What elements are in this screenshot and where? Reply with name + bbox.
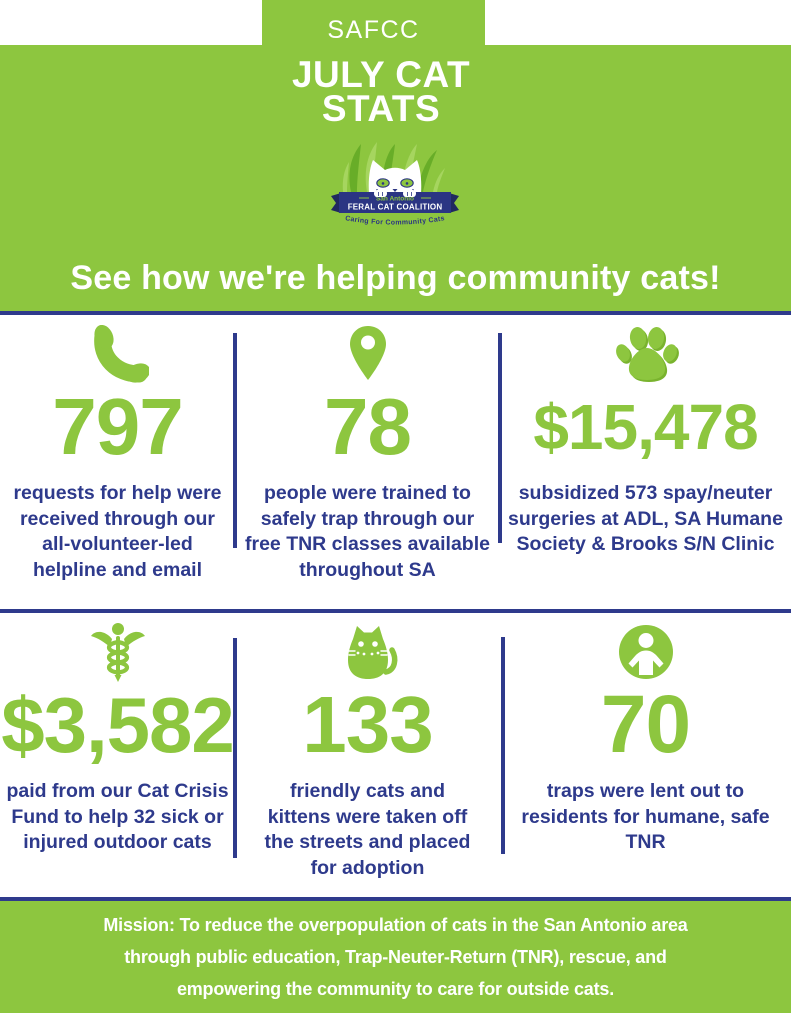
divider-bottom bbox=[0, 897, 791, 901]
row1-divider-right bbox=[498, 333, 502, 543]
stat-description: traps were lent out to residents for hum… bbox=[521, 780, 770, 853]
stat-description: paid from our Cat Crisis Fund to help 32… bbox=[6, 780, 229, 853]
safcc-logo-graphic: San Antonio FERAL CAT COALITION Caring F… bbox=[331, 142, 459, 227]
stat-value: 78 bbox=[324, 382, 412, 471]
stat-description: subsidized 573 spay/neuter surgeries at … bbox=[508, 482, 783, 555]
stat-value: 133 bbox=[302, 680, 433, 769]
stat-trap-lending: 70 traps were lent out to residents for … bbox=[500, 613, 791, 897]
location-pin-icon bbox=[348, 324, 388, 384]
logo-name-label: FERAL CAT COALITION bbox=[348, 203, 443, 212]
stats-row-2: $3,582 paid from our Cat Crisis Fund to … bbox=[0, 613, 791, 897]
stat-value: $3,582 bbox=[1, 681, 235, 769]
mission-footer: Mission: To reduce the overpopulation of… bbox=[0, 901, 791, 1013]
cat-icon bbox=[336, 622, 400, 682]
logo-city-label: San Antonio bbox=[376, 196, 414, 203]
stat-description: friendly cats and kittens were taken off… bbox=[264, 780, 471, 879]
header-band: JULY CAT STATS bbox=[0, 45, 791, 311]
stat-helpline: 797 requests for help were received thro… bbox=[0, 315, 235, 609]
caduceus-icon bbox=[90, 622, 146, 682]
stat-tnr-classes: 78 people were trained to safely trap th… bbox=[235, 315, 500, 609]
divider-top bbox=[0, 311, 791, 315]
stat-value: 797 bbox=[52, 382, 183, 471]
header-org-box: SAFCC bbox=[262, 0, 485, 46]
stat-value: 70 bbox=[600, 679, 691, 770]
person-icon bbox=[618, 622, 674, 682]
page-title: JULY CAT STATS bbox=[291, 54, 471, 129]
logo-motto: Caring For Community Cats bbox=[345, 215, 446, 226]
stat-adoptions: 133 friendly cats and kittens were taken… bbox=[235, 613, 500, 897]
stats-row-1: 797 requests for help were received thro… bbox=[0, 315, 791, 609]
logo-banner: San Antonio FERAL CAT COALITION bbox=[331, 190, 459, 213]
stat-cat-crisis-fund: $3,582 paid from our Cat Crisis Fund to … bbox=[0, 613, 235, 897]
safcc-logo: San Antonio FERAL CAT COALITION Caring F… bbox=[325, 140, 465, 235]
phone-icon bbox=[87, 324, 149, 384]
row2-divider-right bbox=[501, 637, 505, 854]
row1-divider-left bbox=[233, 333, 237, 548]
row2-divider-left bbox=[233, 638, 237, 858]
divider-middle bbox=[0, 609, 791, 613]
header-tagline: See how we're helping community cats! bbox=[70, 259, 721, 297]
stat-description: people were trained to safely trap throu… bbox=[245, 482, 490, 581]
paw-icon bbox=[613, 324, 679, 384]
stat-spay-neuter: $15,478 subsidized 573 spay/neuter surge… bbox=[500, 315, 791, 609]
stat-description: requests for help were received through … bbox=[13, 482, 222, 581]
stat-value: $15,478 bbox=[533, 391, 758, 463]
cat-head-icon bbox=[368, 160, 422, 194]
mission-statement: Mission: To reduce the overpopulation of… bbox=[103, 915, 688, 999]
org-abbreviation: SAFCC bbox=[327, 16, 420, 44]
